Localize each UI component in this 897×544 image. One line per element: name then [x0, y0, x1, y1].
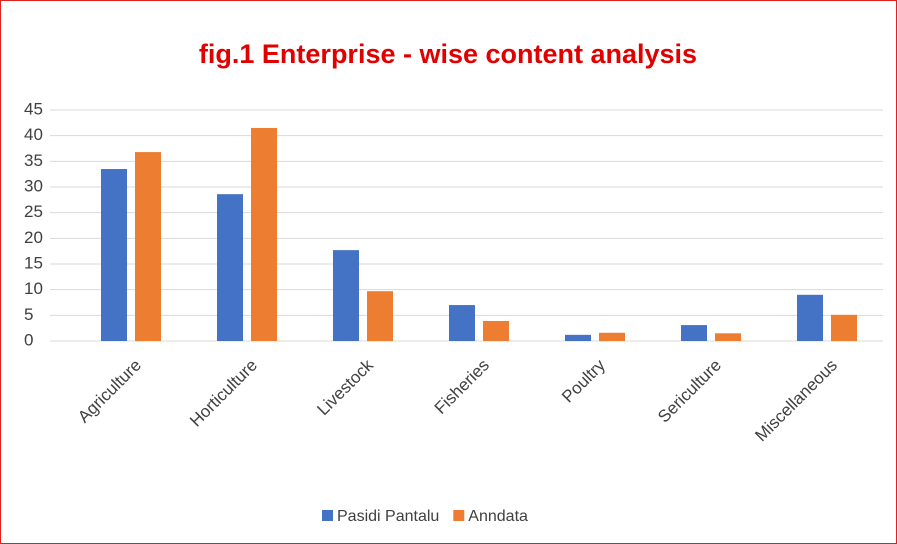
- bar: [599, 332, 625, 341]
- bar: [797, 294, 823, 341]
- bar: [367, 291, 393, 341]
- y-tick-label: 10: [24, 279, 43, 298]
- y-tick-label: 0: [24, 330, 33, 349]
- bar: [715, 333, 741, 341]
- bar: [565, 334, 591, 341]
- bar: [251, 127, 277, 341]
- bar: [217, 194, 243, 341]
- bar: [681, 325, 707, 341]
- y-tick-label: 30: [24, 176, 43, 195]
- bar: [101, 169, 127, 341]
- legend-swatch: [453, 510, 465, 521]
- y-tick-label: 25: [24, 202, 43, 221]
- y-tick-label: 45: [24, 99, 43, 118]
- y-tick-label: 15: [24, 253, 43, 272]
- y-tick-label: 40: [24, 125, 43, 144]
- y-tick-label: 20: [24, 228, 43, 247]
- legend-swatch: [322, 510, 333, 521]
- legend-label: Pasidi Pantalu: [337, 508, 439, 525]
- bar: [449, 305, 475, 341]
- legend-label: Anndata: [468, 508, 528, 525]
- y-tick-label: 5: [24, 305, 33, 324]
- bar: [483, 320, 509, 341]
- y-tick-label: 35: [24, 151, 43, 170]
- bar: [831, 314, 857, 341]
- bar: [135, 152, 161, 341]
- bar: [333, 250, 359, 341]
- chart-title: fig.1 Enterprise - wise content analysis: [199, 39, 697, 69]
